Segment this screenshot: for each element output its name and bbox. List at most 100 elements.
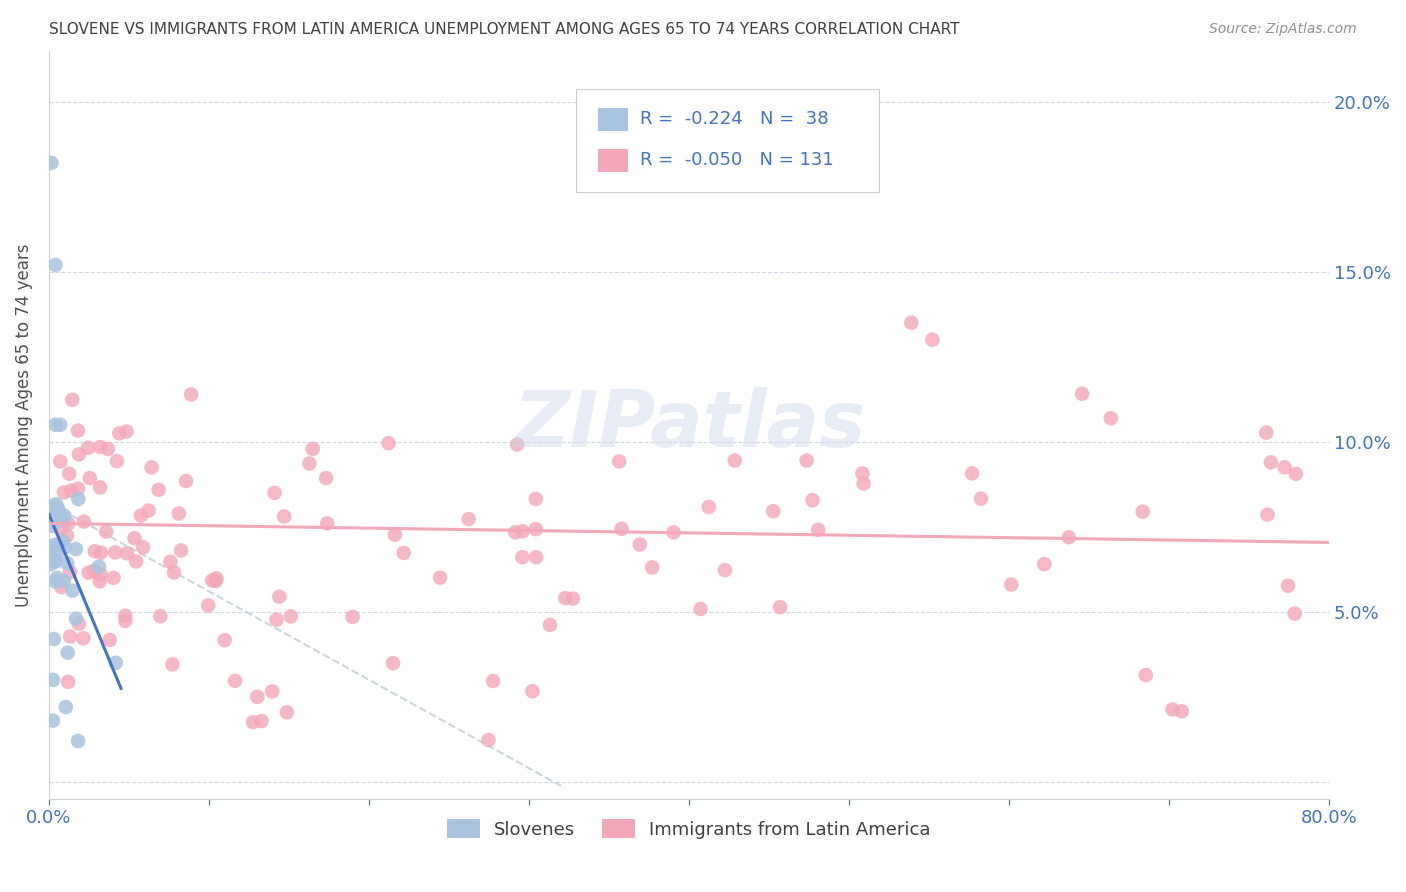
Point: [42, 499, 65, 513]
Point: [384, 527, 406, 541]
Point: [1000, 577, 1022, 591]
Point: [49, 521, 72, 535]
Point: [60, 483, 83, 498]
Point: [180, 387, 202, 401]
Point: [104, 656, 127, 670]
Point: [852, 476, 875, 491]
Point: [801, 493, 824, 508]
Point: [89, 480, 111, 494]
Point: [1033, 557, 1056, 571]
Point: [242, 715, 264, 730]
Point: [48, 537, 70, 551]
Point: [59, 630, 82, 644]
Point: [114, 608, 136, 623]
Point: [769, 600, 792, 615]
Point: [807, 523, 830, 537]
Point: [45, 497, 67, 511]
Point: [44, 574, 66, 589]
Point: [89, 440, 111, 454]
Point: [115, 425, 138, 439]
Point: [39, 540, 62, 554]
Point: [72, 631, 94, 645]
Point: [52, 534, 75, 549]
Text: Source: ZipAtlas.com: Source: ZipAtlas.com: [1209, 22, 1357, 37]
Point: [262, 684, 284, 698]
Point: [41, 519, 63, 533]
Point: [41, 541, 63, 555]
Point: [125, 554, 148, 568]
Point: [97, 442, 120, 456]
Point: [148, 483, 170, 497]
Y-axis label: Unemployment Among Ages 65 to 74 years: Unemployment Among Ages 65 to 74 years: [15, 243, 32, 607]
Point: [1274, 460, 1296, 475]
Point: [132, 541, 155, 555]
Point: [250, 714, 273, 728]
Point: [970, 491, 993, 506]
Text: R =  -0.050   N = 131: R = -0.050 N = 131: [640, 151, 834, 169]
Point: [52, 574, 75, 588]
Point: [77, 566, 100, 580]
Point: [280, 609, 302, 624]
Point: [298, 457, 321, 471]
Point: [39, 557, 62, 571]
Point: [276, 706, 298, 720]
Point: [44, 553, 66, 567]
Point: [159, 555, 181, 569]
Point: [724, 453, 747, 467]
Point: [1256, 425, 1278, 440]
Point: [42, 632, 65, 646]
Point: [1285, 467, 1308, 481]
Point: [477, 733, 499, 747]
Point: [174, 474, 197, 488]
Point: [269, 590, 291, 604]
Point: [45, 555, 67, 569]
Point: [79, 471, 101, 485]
Point: [67, 734, 90, 748]
Point: [301, 442, 323, 456]
Point: [610, 522, 633, 536]
Point: [44, 258, 66, 272]
Point: [524, 491, 547, 506]
Point: [762, 504, 785, 518]
Point: [46, 545, 69, 559]
Point: [167, 507, 190, 521]
Point: [90, 567, 112, 582]
Point: [46, 507, 69, 521]
Point: [714, 563, 737, 577]
Point: [62, 583, 84, 598]
Point: [921, 333, 943, 347]
Point: [205, 571, 228, 585]
Point: [49, 417, 72, 432]
Point: [51, 580, 73, 594]
Legend: Slovenes, Immigrants from Latin America: Slovenes, Immigrants from Latin America: [440, 812, 938, 846]
Point: [315, 471, 337, 485]
Point: [524, 550, 547, 565]
Point: [201, 574, 224, 588]
Point: [115, 546, 138, 560]
Point: [960, 467, 983, 481]
Point: [114, 614, 136, 628]
Point: [65, 611, 87, 625]
Point: [49, 512, 72, 526]
Point: [141, 460, 163, 475]
Point: [510, 550, 533, 565]
Point: [429, 571, 451, 585]
Text: ZIPatlas: ZIPatlas: [513, 387, 865, 463]
Point: [457, 512, 479, 526]
Point: [392, 546, 415, 560]
Point: [124, 531, 146, 545]
Point: [45, 508, 67, 523]
Point: [273, 509, 295, 524]
Point: [53, 541, 76, 555]
Point: [662, 525, 685, 540]
Point: [1099, 411, 1122, 425]
Point: [83, 564, 105, 578]
Point: [42, 673, 65, 687]
Point: [98, 632, 121, 647]
Point: [46, 502, 69, 516]
Point: [377, 436, 399, 450]
Point: [58, 674, 80, 689]
Point: [316, 516, 339, 531]
Point: [65, 542, 87, 557]
Point: [42, 714, 65, 728]
